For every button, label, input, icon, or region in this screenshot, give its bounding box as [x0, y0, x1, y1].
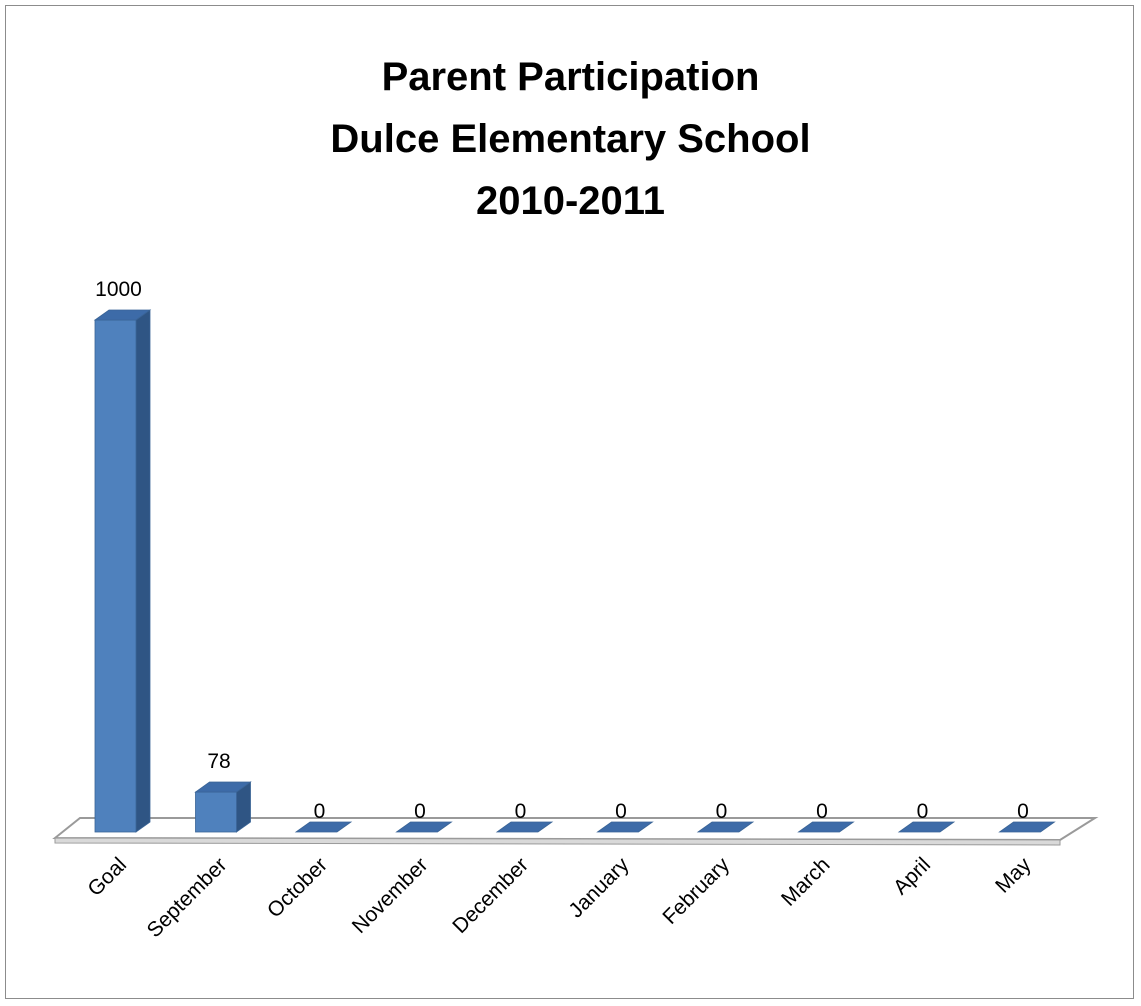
floor-edge — [54, 837, 1061, 846]
x-tick-label: October — [263, 853, 332, 922]
data-label: 0 — [1017, 800, 1029, 823]
data-label: 0 — [615, 800, 627, 823]
x-tick-label: December — [448, 853, 533, 938]
chart-title-line-2: Dulce Elementary School — [330, 117, 811, 161]
data-label: 0 — [816, 800, 828, 823]
bar-flat — [294, 821, 353, 833]
data-label: 78 — [207, 750, 230, 773]
bar-flat — [596, 821, 654, 833]
bar-side — [135, 309, 151, 833]
data-label: 0 — [716, 800, 728, 823]
bar-top — [93, 309, 152, 321]
bar-december — [495, 821, 554, 833]
x-tick-label: November — [348, 853, 433, 938]
x-tick-label: April — [889, 853, 935, 899]
bar-flat — [897, 821, 956, 833]
x-axis-tick-labels: Goal September October November December Janu… — [83, 853, 1035, 942]
bars — [93, 309, 1056, 833]
bar-flat — [395, 821, 453, 833]
bar-flat — [495, 821, 554, 833]
bar-september — [194, 781, 252, 833]
bar-flat — [797, 821, 855, 833]
x-tick-label: September — [143, 853, 232, 942]
bar-october — [294, 821, 353, 833]
chart-title-line-3: 2010-2011 — [475, 179, 666, 223]
bar-goal — [93, 309, 152, 833]
bar-november — [395, 821, 453, 833]
bar-may — [998, 821, 1056, 833]
bar-february — [696, 821, 755, 833]
data-label: 1000 — [95, 278, 142, 301]
bar-january — [596, 821, 654, 833]
x-tick-label: January — [564, 853, 633, 922]
bar-april — [897, 821, 956, 833]
chart-title-line-1: Parent Participation — [381, 55, 760, 99]
x-tick-label: March — [777, 853, 835, 911]
bar-march — [797, 821, 855, 833]
x-tick-label: May — [991, 853, 1036, 898]
data-label: 0 — [414, 800, 426, 823]
chart-title: Parent Participation Dulce Elementary Sc… — [0, 46, 1141, 232]
data-label: 0 — [917, 800, 929, 823]
x-tick-label: Goal — [83, 853, 131, 901]
bar-front — [94, 319, 137, 833]
data-label: 0 — [314, 800, 326, 823]
bar-flat — [696, 821, 755, 833]
bar-top — [194, 781, 252, 793]
data-label: 0 — [515, 800, 527, 823]
data-labels: 1000 78 0 0 0 0 0 0 0 0 — [95, 278, 1029, 823]
bar-front — [195, 791, 237, 833]
bar-flat — [998, 821, 1056, 833]
x-tick-label: February — [658, 853, 734, 929]
